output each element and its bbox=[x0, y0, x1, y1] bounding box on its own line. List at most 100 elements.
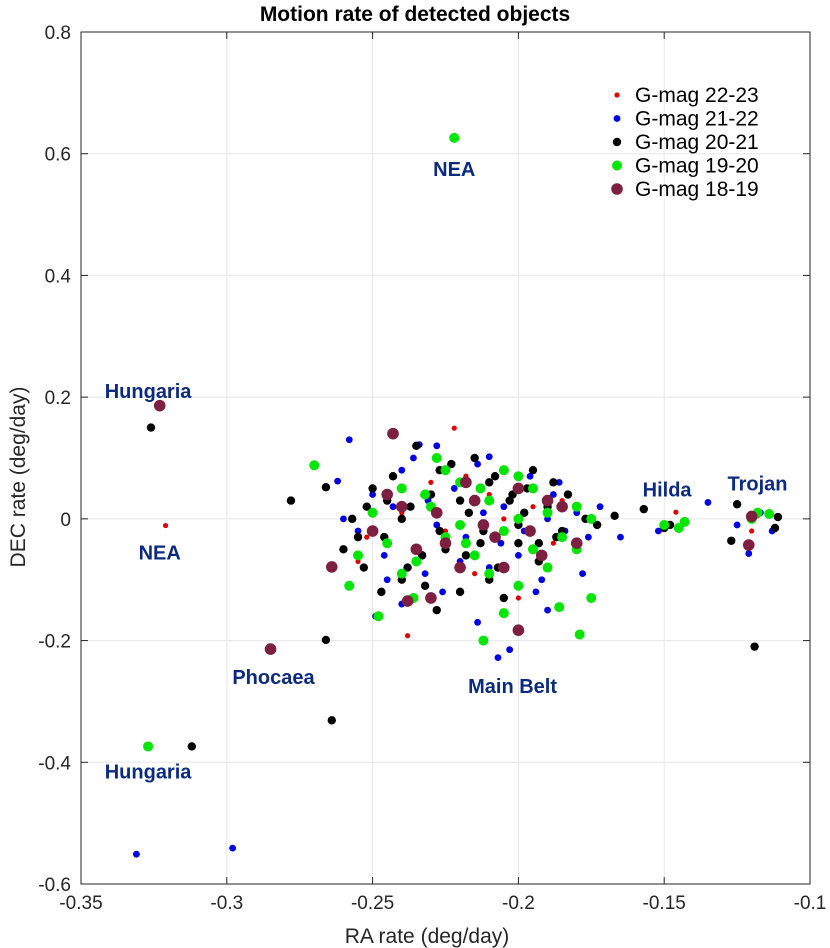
data-point-series-1 bbox=[450, 485, 458, 492]
data-point-series-3 bbox=[513, 471, 524, 482]
data-point-series-2 bbox=[368, 484, 377, 493]
data-point-series-1 bbox=[544, 606, 551, 614]
data-point-series-4 bbox=[468, 494, 481, 507]
annotation-label: Main Belt bbox=[468, 676, 557, 698]
y-tick-label: 0.8 bbox=[45, 23, 71, 44]
data-point-series-2 bbox=[347, 514, 357, 524]
data-point-series-2 bbox=[353, 532, 363, 542]
data-point-series-0 bbox=[404, 633, 411, 639]
data-point-series-1 bbox=[500, 503, 508, 511]
data-point-series-1 bbox=[410, 454, 417, 462]
data-point-series-4 bbox=[524, 525, 536, 537]
data-point-series-2 bbox=[773, 512, 783, 522]
data-point-series-3 bbox=[764, 508, 775, 519]
data-point-series-0 bbox=[162, 522, 169, 529]
data-point-series-3 bbox=[673, 522, 684, 533]
data-point-series-3 bbox=[554, 602, 565, 613]
data-point-series-1 bbox=[229, 844, 237, 852]
y-tick-label: -0.4 bbox=[38, 753, 71, 774]
data-point-series-3 bbox=[542, 507, 553, 518]
data-point-series-2 bbox=[388, 472, 398, 481]
data-point-series-2 bbox=[435, 526, 444, 536]
data-point-series-0 bbox=[501, 516, 507, 522]
y-axis-label: DEC rate (deg/day) bbox=[7, 387, 30, 568]
data-point-series-2 bbox=[563, 490, 573, 499]
data-point-series-3 bbox=[513, 513, 524, 524]
data-point-series-3 bbox=[513, 580, 524, 591]
data-point-series-1 bbox=[433, 442, 441, 450]
data-point-series-1 bbox=[497, 539, 505, 547]
legend-entry-label: G-mag 19-20 bbox=[635, 155, 759, 178]
data-point-series-2 bbox=[499, 593, 509, 603]
data-point-series-1 bbox=[584, 533, 592, 541]
data-point-series-1 bbox=[494, 654, 502, 662]
data-point-series-2 bbox=[455, 587, 465, 597]
data-point-series-1 bbox=[617, 533, 624, 541]
x-tick-label: -0.2 bbox=[502, 893, 535, 914]
data-point-series-1 bbox=[474, 460, 481, 468]
data-point-series-1 bbox=[354, 527, 362, 535]
data-point-series-4 bbox=[439, 537, 452, 549]
data-point-series-4 bbox=[541, 494, 554, 507]
data-point-series-4 bbox=[153, 399, 166, 412]
data-points bbox=[133, 132, 783, 858]
data-point-series-2 bbox=[520, 508, 529, 517]
x-axis-label: RA rate (deg/day) bbox=[345, 925, 510, 948]
data-point-series-3 bbox=[574, 629, 585, 640]
data-point-series-1 bbox=[439, 588, 446, 596]
legend-marker bbox=[611, 183, 623, 195]
data-point-series-3 bbox=[411, 556, 422, 567]
data-point-series-2 bbox=[455, 496, 465, 505]
data-point-series-0 bbox=[515, 595, 522, 601]
annotation-label: NEA bbox=[433, 159, 475, 181]
data-point-series-3 bbox=[344, 580, 355, 591]
data-point-series-3 bbox=[382, 538, 393, 549]
data-point-series-0 bbox=[550, 540, 556, 546]
data-point-series-2 bbox=[639, 504, 648, 514]
chart-title: Motion rate of detected objects bbox=[260, 3, 570, 26]
data-point-series-1 bbox=[532, 588, 540, 596]
data-point-series-4 bbox=[745, 510, 758, 523]
data-point-series-1 bbox=[579, 570, 586, 578]
data-point-series-4 bbox=[742, 539, 755, 551]
data-point-series-3 bbox=[420, 489, 431, 500]
data-point-series-2 bbox=[406, 502, 415, 511]
data-point-series-2 bbox=[528, 465, 538, 475]
data-point-series-2 bbox=[420, 581, 430, 590]
data-point-series-1 bbox=[133, 850, 140, 858]
data-point-series-0 bbox=[673, 509, 679, 515]
y-tick-label: 0.2 bbox=[45, 388, 71, 409]
data-point-series-3 bbox=[353, 550, 364, 561]
data-point-series-3 bbox=[475, 483, 486, 494]
data-point-series-3 bbox=[484, 495, 495, 506]
annotation-label: Phocaea bbox=[232, 667, 315, 689]
annotation-label: Hungaria bbox=[105, 381, 193, 403]
data-point-series-2 bbox=[549, 478, 558, 487]
data-point-series-1 bbox=[480, 509, 487, 517]
x-tick-label: -0.3 bbox=[210, 893, 243, 914]
data-point-series-2 bbox=[470, 453, 479, 463]
data-point-series-1 bbox=[389, 503, 397, 511]
data-point-series-4 bbox=[489, 531, 501, 543]
legend-marker bbox=[612, 160, 622, 171]
data-point-series-3 bbox=[449, 132, 460, 143]
data-point-series-3 bbox=[469, 550, 480, 561]
data-point-series-0 bbox=[364, 534, 370, 540]
data-point-series-4 bbox=[264, 643, 277, 655]
data-point-series-2 bbox=[339, 545, 348, 554]
data-point-series-3 bbox=[484, 568, 495, 579]
data-point-series-3 bbox=[527, 544, 538, 555]
data-point-series-2 bbox=[592, 520, 602, 530]
annotation-label: Trojan bbox=[728, 474, 788, 496]
data-point-series-2 bbox=[447, 459, 456, 469]
data-point-series-3 bbox=[586, 513, 597, 524]
data-point-series-3 bbox=[571, 501, 582, 512]
y-tick-label: 0 bbox=[60, 510, 71, 531]
data-point-series-1 bbox=[654, 527, 662, 535]
data-point-series-2 bbox=[362, 502, 371, 511]
data-point-series-2 bbox=[321, 483, 331, 492]
data-point-series-4 bbox=[401, 595, 414, 607]
data-point-series-4 bbox=[535, 549, 548, 562]
data-point-series-0 bbox=[472, 571, 478, 577]
